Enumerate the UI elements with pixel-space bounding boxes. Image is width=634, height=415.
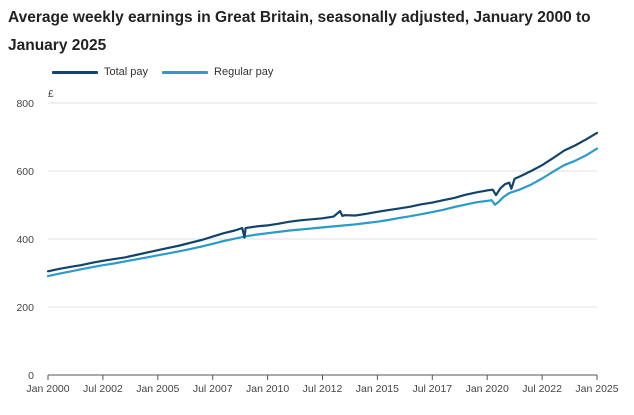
y-tick-label-0: 0 [28, 370, 34, 382]
legend-label-regular-pay: Regular pay [214, 66, 274, 78]
y-tick-label-400: 400 [16, 234, 34, 246]
x-tick-label: Jan 2015 [356, 383, 399, 395]
y-unit-label: £ [48, 89, 54, 100]
series-line-total-pay [46, 131, 599, 273]
x-tick-label: Jul 2012 [303, 383, 343, 395]
legend-label-total-pay: Total pay [104, 66, 149, 78]
y-tick-label-200: 200 [16, 302, 34, 314]
x-tick-label: Jan 2005 [136, 383, 179, 395]
series-line-regular-pay [46, 147, 599, 278]
x-tick-label: Jan 2000 [26, 383, 69, 395]
x-tick-label: Jan 2010 [246, 383, 289, 395]
x-tick-label: Jul 2007 [193, 383, 233, 395]
x-tick-label: Jan 2020 [466, 383, 509, 395]
y-tick-label-600: 600 [16, 166, 34, 178]
legend-item-total-pay: Total pay [52, 66, 148, 78]
axis-layer: 0 200 400 600 800 Jan 2000 Jul 2002 Jan 2005 Jul… [16, 98, 618, 395]
x-tick-label: Jul 2017 [412, 383, 452, 395]
legend-swatch-total-pay [52, 70, 98, 74]
x-tick-label: Jul 2022 [522, 383, 562, 395]
series-layer [46, 131, 599, 278]
x-tick-label: Jan 2025 [575, 383, 618, 395]
legend-item-regular-pay: Regular pay [162, 66, 273, 78]
y-tick-label-800: 800 [16, 98, 34, 110]
grid-layer [48, 102, 597, 376]
legend-swatch-regular-pay [162, 70, 209, 74]
chart-legend: Total pay Regular pay [52, 66, 287, 78]
chart-title: Average weekly earnings in Great Britain… [8, 9, 591, 54]
x-tick-label: Jul 2002 [83, 383, 123, 395]
